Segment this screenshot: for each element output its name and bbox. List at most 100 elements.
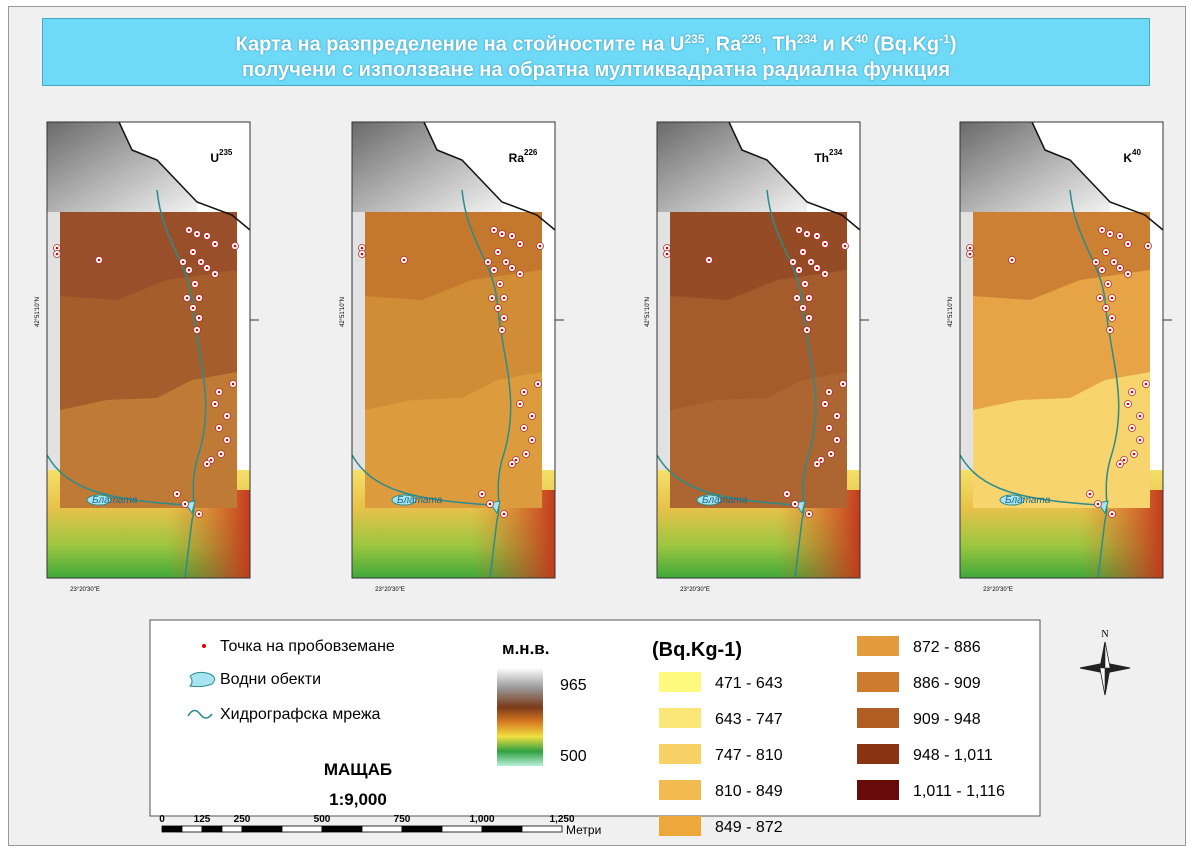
sample-point-dot <box>794 503 797 506</box>
sample-point-dot <box>361 253 364 256</box>
sample-point-dot <box>537 383 540 386</box>
legend-network-label: Хидрографска мрежа <box>220 706 381 723</box>
sample-point-dot <box>403 259 406 262</box>
sample-point-dot <box>1127 243 1130 246</box>
sample-point-dot <box>1139 415 1142 418</box>
sample-point-dot <box>481 493 484 496</box>
panel-label: Th <box>814 151 829 165</box>
class-label: 872 - 886 <box>913 639 981 656</box>
sample-point-dot <box>539 245 542 248</box>
sample-point-dot <box>515 459 518 462</box>
sample-point-dot <box>836 415 839 418</box>
scale-ratio: 1:9,000 <box>329 790 387 809</box>
panel-label: K <box>1123 151 1132 165</box>
sample-point-dot <box>1111 297 1114 300</box>
sample-point-dot <box>796 297 799 300</box>
sample-point-dot <box>226 439 229 442</box>
sample-point-dot <box>361 247 364 250</box>
class-swatch <box>857 780 899 800</box>
sample-point-dot <box>802 307 805 310</box>
class-label: 948 - 1,011 <box>913 747 993 764</box>
lon-label: 23°20'30"E <box>680 587 710 593</box>
sample-point-dot <box>531 415 534 418</box>
class-swatch <box>857 672 899 692</box>
sample-point-dot <box>1113 261 1116 264</box>
sample-point-dot <box>830 453 833 456</box>
sample-point-dot <box>503 317 506 320</box>
lat-label: 42°51'10"N <box>35 297 41 327</box>
panel-label-sup: 226 <box>524 148 538 157</box>
class-swatch <box>857 636 899 656</box>
sample-point-dot <box>196 233 199 236</box>
sample-point-dot <box>519 273 522 276</box>
sample-point-dot <box>1127 403 1130 406</box>
class-swatch <box>659 744 701 764</box>
river-label: Блатата <box>397 495 443 506</box>
sample-point-dot <box>708 259 711 262</box>
class-label: 747 - 810 <box>715 747 783 764</box>
sample-point-dot <box>200 261 203 264</box>
sample-point-dot <box>232 383 235 386</box>
scale-segment <box>202 826 222 832</box>
sample-point-dot <box>792 261 795 264</box>
class-label: 886 - 909 <box>913 675 981 692</box>
sample-point-dot <box>499 283 502 286</box>
scale-segment <box>482 826 522 832</box>
north-label: N <box>1101 629 1108 640</box>
sample-point-dot <box>525 453 528 456</box>
sample-point-dot <box>666 247 669 250</box>
sample-point-dot <box>531 439 534 442</box>
sample-point-dot <box>489 503 492 506</box>
river-label: Блатата <box>702 495 748 506</box>
sample-point-dot <box>969 253 972 256</box>
sample-point-dot <box>1119 463 1122 466</box>
sample-point-dot <box>493 269 496 272</box>
sample-point-dot <box>188 229 191 232</box>
sample-point-dot <box>186 297 189 300</box>
sample-point-dot <box>214 403 217 406</box>
legend-point <box>202 644 206 648</box>
class-label: 471 - 643 <box>715 675 783 692</box>
sample-point-dot <box>206 267 209 270</box>
sample-point-dot <box>226 415 229 418</box>
sample-point-dot <box>182 261 185 264</box>
sample-point-dot <box>505 261 508 264</box>
sample-point-dot <box>806 329 809 332</box>
sample-point-dot <box>523 427 526 430</box>
sample-point-dot <box>1145 383 1148 386</box>
class-label: 849 - 872 <box>715 819 783 836</box>
panel-label-sup: 40 <box>1132 148 1141 157</box>
elevation-high: 965 <box>560 677 587 694</box>
scale-segment <box>242 826 282 832</box>
sample-point-dot <box>824 243 827 246</box>
class-label: 1,011 - 1,116 <box>913 783 1005 800</box>
scale-segment <box>522 826 562 832</box>
panel-label-sup: 235 <box>219 148 233 157</box>
lon-label: 23°20'30"E <box>70 587 100 593</box>
sample-point-dot <box>1105 251 1108 254</box>
sample-point-dot <box>519 403 522 406</box>
class-swatch <box>857 708 899 728</box>
scale-segment <box>362 826 402 832</box>
sample-point-dot <box>1139 439 1142 442</box>
sample-point-dot <box>842 383 845 386</box>
sample-point-dot <box>836 439 839 442</box>
river-label: Блатата <box>1005 495 1051 506</box>
sample-point-dot <box>487 261 490 264</box>
scale-tick-label: 250 <box>234 814 251 825</box>
lat-label: 42°51'10"N <box>645 297 651 327</box>
sample-point-dot <box>234 245 237 248</box>
sample-point-dot <box>798 269 801 272</box>
sample-point-dot <box>1107 283 1110 286</box>
river-label: Блатата <box>92 495 138 506</box>
sample-point-dot <box>1109 233 1112 236</box>
sample-point-dot <box>810 261 813 264</box>
scale-tick-label: 1,000 <box>469 814 494 825</box>
sample-point-dot <box>210 459 213 462</box>
class-swatch <box>659 672 701 692</box>
sample-point-dot <box>1097 503 1100 506</box>
scale-segment <box>182 826 202 832</box>
sample-point-dot <box>844 245 847 248</box>
sample-point-dot <box>1111 317 1114 320</box>
scale-segment <box>322 826 362 832</box>
